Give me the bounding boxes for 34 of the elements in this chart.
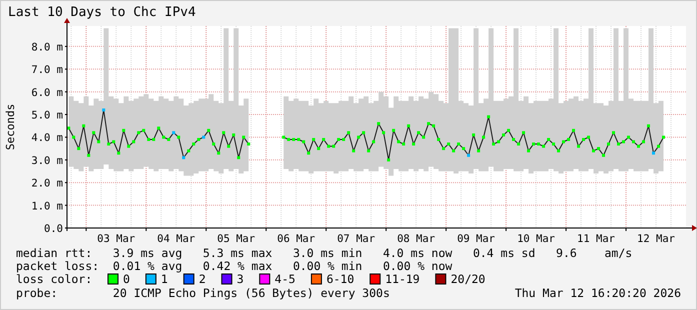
text: 0 [123,272,130,286]
y-tick-label: 6.0 m [31,86,63,99]
y-tick-label: 3.0 m [31,154,63,167]
chart-title: Last 10 Days to Chc IPv4 [8,5,196,20]
text: 6-10 [326,272,354,286]
y-tick-label: 0.0 [44,223,63,235]
text: Thu Mar 12 16:20:20 2026 [514,286,682,300]
y-axis-title: Seconds [4,104,17,150]
x-tick-label: 05 Mar [217,233,256,245]
text: packet loss: 0.01 % avg 0.42 % max 0.00 % min 0.00 % now [16,259,452,273]
text: median rtt: 3.9 ms avg 5.3 ms max 3.0 ms min 4.0 ms now 0.4 ms sd 9.6 am/s [16,246,632,260]
text: 1 [160,272,168,286]
text: 3 [236,272,244,286]
y-tick-label: 8.0 m [31,41,63,54]
text: 4-5 [274,272,296,286]
y-tick-label: 7.0 m [31,64,63,76]
y-tick-label: 5.0 m [31,110,63,122]
text: 20/20 [450,272,486,286]
y-tick-label: 4.0 m [31,132,63,144]
text: loss color: [16,272,92,286]
x-tick-label: 06 Mar [277,233,316,245]
x-tick-label: 10 Mar [517,233,556,245]
x-tick-label: 12 Mar [637,233,675,245]
x-tick-label: 04 Mar [157,233,196,245]
x-tick-label: 07 Mar [337,233,376,245]
text: 11-19 [385,272,420,286]
y-tick-label: 1.0 m [31,200,63,212]
x-tick-label: 09 Mar [457,233,496,245]
x-tick-label: 08 Mar [397,233,436,245]
x-tick-label: 03 Mar [97,233,136,245]
text: probe: 20 ICMP Echo Pings (56 Bytes) every 300s [16,286,390,300]
x-tick-label: 11 Mar [577,233,615,245]
text: 2 [198,272,206,286]
y-tick-label: 2.0 m [31,178,63,190]
